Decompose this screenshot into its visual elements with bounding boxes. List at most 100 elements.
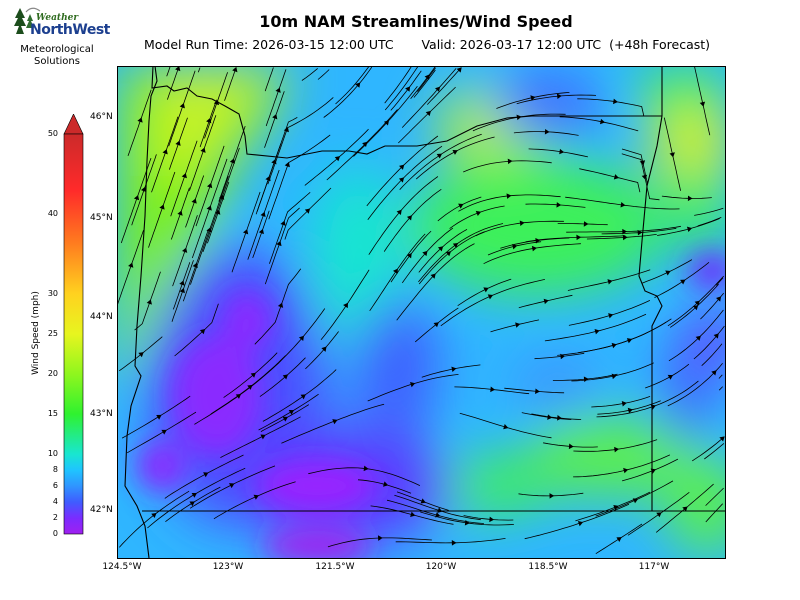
streamline [475, 220, 564, 237]
streamline [693, 325, 725, 360]
streamline-arrow [614, 446, 620, 453]
streamline-arrow [559, 148, 565, 155]
streamline-arrow [334, 156, 341, 162]
streamline [705, 487, 724, 506]
streamline-arrow [506, 193, 512, 199]
streamline-arrow [162, 149, 168, 155]
streamline-arrow [607, 279, 613, 285]
streamline-arrow [613, 174, 620, 180]
streamline-arrow [535, 237, 541, 244]
streamline [252, 210, 270, 259]
streamline-arrow [667, 374, 674, 380]
colorbar-tick-label: 30 [47, 289, 58, 298]
streamline [151, 116, 179, 193]
streamline-arrow [304, 208, 311, 214]
streamline-arrow [437, 246, 444, 252]
streamlines [117, 66, 725, 555]
streamline [386, 499, 484, 524]
streamline-arrow [608, 313, 614, 319]
streamline-arrow [232, 66, 238, 73]
streamline-arrow [377, 535, 383, 541]
streamline-arrow [489, 516, 495, 523]
colorbar-tick-label: 4 [52, 497, 58, 506]
streamline [317, 69, 330, 80]
streamline-arrow [235, 393, 242, 399]
streamline-arrow [191, 198, 197, 204]
valid-time-text: Valid: 2026-03-17 12:00 UTC (+48h Foreca… [421, 37, 711, 52]
streamline [528, 148, 588, 158]
streamline [718, 386, 723, 391]
streamline [557, 223, 608, 226]
streamline [262, 369, 337, 422]
streamline-arrow [343, 302, 348, 309]
streamline-arrow [713, 333, 719, 339]
streamline [578, 318, 672, 354]
streamline-arrow [229, 158, 236, 164]
colorbar-tick-label: 8 [52, 465, 58, 474]
streamline [396, 243, 475, 321]
streamline [166, 66, 171, 77]
streamline-arrow [175, 140, 181, 146]
streamline-arrow [556, 202, 562, 208]
streamline-arrow [475, 210, 482, 216]
streamline-arrow [161, 429, 167, 435]
lat-label-45: 45°N [90, 213, 113, 223]
streamline-arrow [656, 512, 662, 518]
streamline-arrow [179, 103, 185, 109]
streamline-arrow [321, 346, 327, 352]
streamline [254, 268, 302, 345]
streamline [531, 413, 582, 420]
streamline-arrow [544, 128, 550, 135]
streamline [401, 68, 457, 128]
streamline [264, 91, 285, 148]
lon-label-124-5: 124.5°W [102, 562, 142, 572]
streamline-arrow [616, 537, 622, 543]
lat-label-44: 44°N [90, 312, 113, 322]
streamline-arrow [669, 152, 675, 158]
streamline-arrow [405, 86, 411, 92]
streamline-arrow [179, 287, 185, 294]
streamline [525, 235, 626, 243]
streamline-arrow [627, 407, 633, 414]
streamline-arrow [512, 244, 518, 250]
streamline-arrow [680, 279, 686, 285]
streamline-arrow [626, 338, 633, 344]
streamline-arrow [456, 67, 462, 73]
streamline-arrow [531, 245, 537, 252]
streamline-arrow [622, 228, 628, 235]
streamline-arrow [253, 494, 259, 500]
streamline-arrow [189, 501, 195, 507]
streamline [504, 387, 565, 394]
streamline [281, 403, 385, 444]
streamline-arrow [435, 86, 441, 92]
streamline [204, 72, 228, 139]
streamline-arrow [181, 172, 187, 179]
streamline [172, 262, 191, 310]
streamline-arrow [200, 147, 206, 153]
streamline-arrow [583, 376, 589, 383]
streamline-arrow [128, 262, 134, 268]
streamline [398, 86, 456, 144]
streamline [384, 66, 419, 111]
colorbar-tick-label: 25 [47, 329, 58, 338]
lon-label-121-5: 121.5°W [315, 562, 355, 572]
streamline [202, 147, 240, 253]
streamline-arrow [692, 305, 699, 311]
streamline [559, 116, 639, 132]
streamline [164, 454, 244, 499]
streamline [384, 66, 412, 104]
streamline-arrow [392, 268, 398, 274]
streamline [119, 490, 190, 548]
streamline-arrow [622, 234, 628, 241]
streamline [258, 393, 319, 431]
map-canvas [117, 66, 725, 558]
streamline [323, 66, 373, 118]
streamline [197, 67, 201, 73]
streamline [579, 168, 641, 193]
streamline [399, 133, 482, 190]
colorbar-tick-label: 15 [47, 409, 58, 418]
streamline-arrow [515, 322, 521, 328]
streamline [272, 308, 326, 369]
streamline-arrow [298, 335, 304, 341]
streamline-arrow [276, 240, 282, 247]
